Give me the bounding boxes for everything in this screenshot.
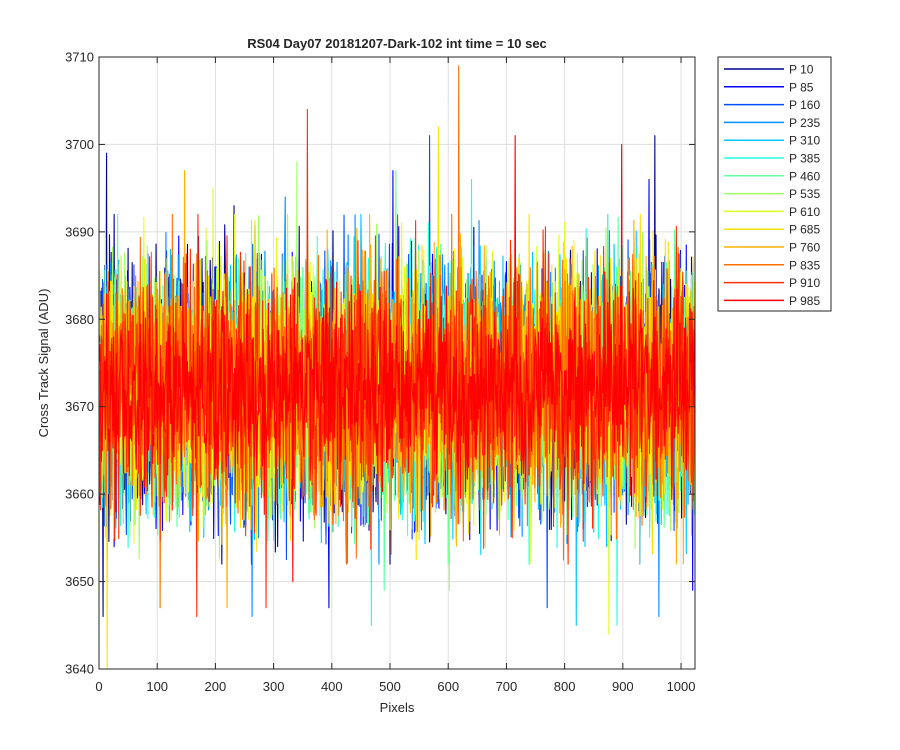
- legend-label: P 760: [789, 241, 820, 255]
- x-tick-label: 900: [612, 679, 634, 694]
- legend-label: P 85: [789, 80, 814, 94]
- y-axis: 3640 3650 3660 3670 3680 3690 3700 3710: [65, 50, 695, 677]
- x-tick-label: 500: [379, 679, 401, 694]
- legend: P 10 P 85 P 160 P 235 P 310 P 385 P 460 P 535 P …: [717, 56, 832, 312]
- y-tick-label: 3680: [65, 312, 94, 327]
- legend-box: [717, 56, 832, 312]
- legend-label: P 460: [789, 169, 820, 183]
- x-axis-label: Pixels: [380, 700, 415, 715]
- legend-label: P 835: [789, 258, 820, 272]
- x-tick-label: 100: [146, 679, 168, 694]
- legend-label: P 685: [789, 223, 820, 237]
- y-tick-label: 3660: [65, 487, 94, 502]
- legend-label: P 385: [789, 152, 820, 166]
- x-tick-label: 600: [437, 679, 459, 694]
- series-line-p-985: [99, 135, 696, 583]
- legend-label: P 10: [789, 63, 814, 77]
- series-lines: [99, 65, 696, 670]
- axes-box: [98, 56, 696, 670]
- x-tick-label: 300: [263, 679, 285, 694]
- x-axis: 0 100 200 300 400 500 600 700 800 900 1000: [95, 57, 695, 694]
- chart-title: RS04 Day07 20181207-Dark-102 int time = …: [247, 36, 547, 51]
- y-tick-label: 3670: [65, 399, 94, 414]
- y-tick-label: 3700: [65, 137, 94, 152]
- legend-label: P 160: [789, 98, 820, 112]
- y-tick-label: 3650: [65, 574, 94, 589]
- legend-label: P 235: [789, 116, 820, 130]
- legend-label: P 535: [789, 187, 820, 201]
- x-tick-label: 0: [95, 679, 102, 694]
- x-tick-label: 400: [321, 679, 343, 694]
- x-tick-label: 200: [205, 679, 227, 694]
- x-tick-label: 700: [496, 679, 518, 694]
- y-axis-label: Cross Track Signal (ADU): [36, 289, 51, 438]
- legend-label: P 310: [789, 134, 820, 148]
- legend-label: P 985: [789, 294, 820, 308]
- legend-label: P 910: [789, 276, 820, 290]
- y-tick-label: 3710: [65, 50, 94, 65]
- y-tick-label: 3640: [65, 662, 94, 677]
- x-tick-label: 1000: [667, 679, 696, 694]
- legend-label: P 610: [789, 205, 820, 219]
- x-tick-label: 800: [554, 679, 576, 694]
- y-tick-label: 3690: [65, 224, 94, 239]
